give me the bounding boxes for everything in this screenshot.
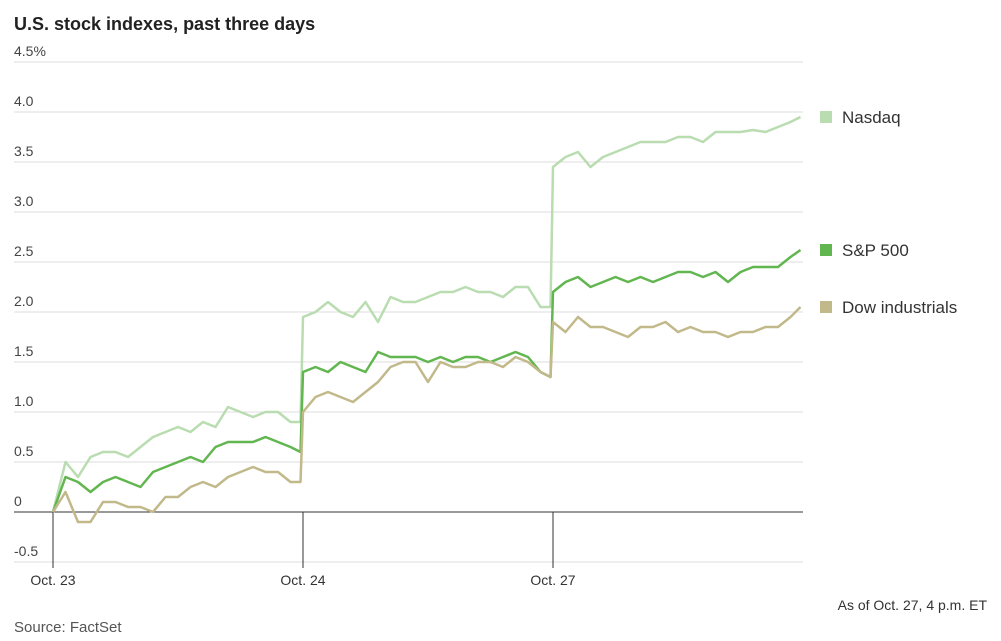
source: Source: FactSet [14,619,122,636]
y-tick-label: 1.0 [14,393,34,409]
y-tick-label: 3.5 [14,143,34,159]
legend-swatch [820,111,832,123]
y-tick-label: -0.5 [14,543,38,559]
chart-title: U.S. stock indexes, past three days [14,14,315,34]
x-tick-label: Oct. 24 [280,572,325,588]
y-tick-label: 1.5 [14,343,34,359]
series-line [51,115,802,513]
x-tick-label: Oct. 23 [30,572,75,588]
y-tick-label: 4.0 [14,93,34,109]
series-line [51,248,802,513]
y-tick-label: 2.5 [14,243,34,259]
legend-swatch [820,244,832,256]
note: As of Oct. 27, 4 p.m. ET [838,597,988,613]
legend-label: Nasdaq [842,108,901,127]
legend-label: S&P 500 [842,241,909,260]
y-tick-label: 4.5% [14,43,46,59]
y-tick-label: 3.0 [14,193,34,209]
x-tick-label: Oct. 27 [530,572,575,588]
legend-label: Dow industrials [842,298,957,317]
series-line [51,306,802,524]
y-tick-label: 0 [14,493,22,509]
y-tick-label: 0.5 [14,443,34,459]
legend-swatch [820,301,832,313]
y-tick-label: 2.0 [14,293,34,309]
